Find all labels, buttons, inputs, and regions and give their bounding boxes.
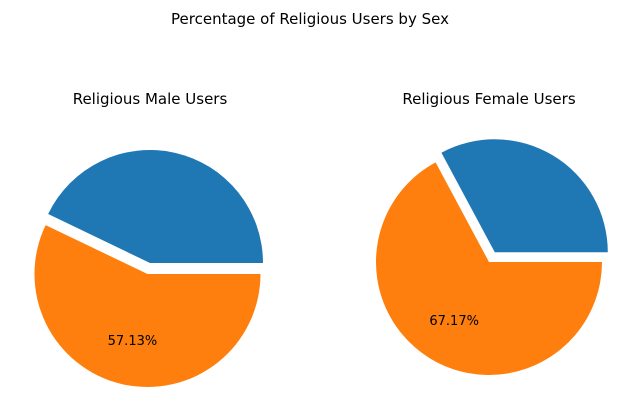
pie-label-male-1: 57.13%: [108, 334, 158, 349]
pie-chart-female: Religious Female Users 67.17%: [376, 90, 608, 375]
pie-slice-female-1: [376, 162, 602, 375]
pie-title-male: Religious Male Users: [73, 90, 228, 108]
figure-suptitle: Percentage of Religious Users by Sex: [171, 10, 449, 28]
pie-slice-male-0: [48, 150, 264, 263]
pie-slice-female-0: [441, 139, 608, 253]
pie-title-female: Religious Female Users: [402, 90, 575, 108]
pie-label-female-1: 67.17%: [429, 314, 479, 329]
pie-chart-male: Religious Male Users 57.13%: [34, 90, 264, 388]
pie-slice-male-1: [34, 225, 261, 388]
